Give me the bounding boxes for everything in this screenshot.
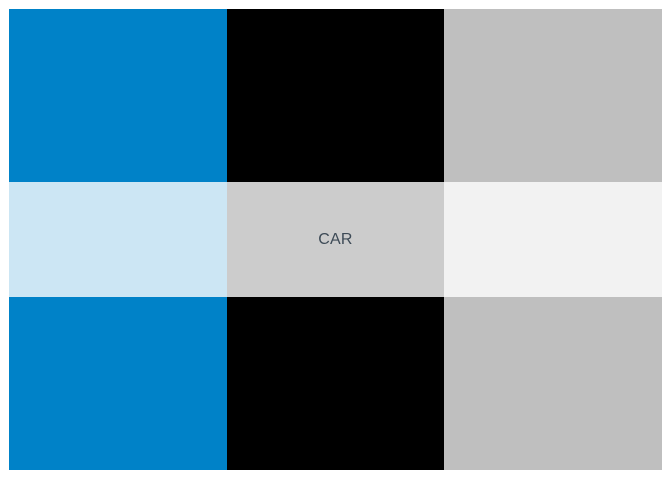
middle-right-light-gray-block [444, 182, 662, 297]
center-label-block: CAR [227, 182, 444, 297]
bottom-right-gray-block [444, 297, 662, 470]
middle-left-light-blue-block [9, 182, 227, 297]
color-block-grid: CAR [9, 9, 662, 470]
top-left-blue-block [9, 9, 227, 182]
center-label: CAR [318, 230, 353, 248]
bottom-left-blue-block [9, 297, 227, 470]
top-center-black-block [227, 9, 444, 182]
top-right-gray-block [444, 9, 662, 182]
bottom-center-black-block [227, 297, 444, 470]
